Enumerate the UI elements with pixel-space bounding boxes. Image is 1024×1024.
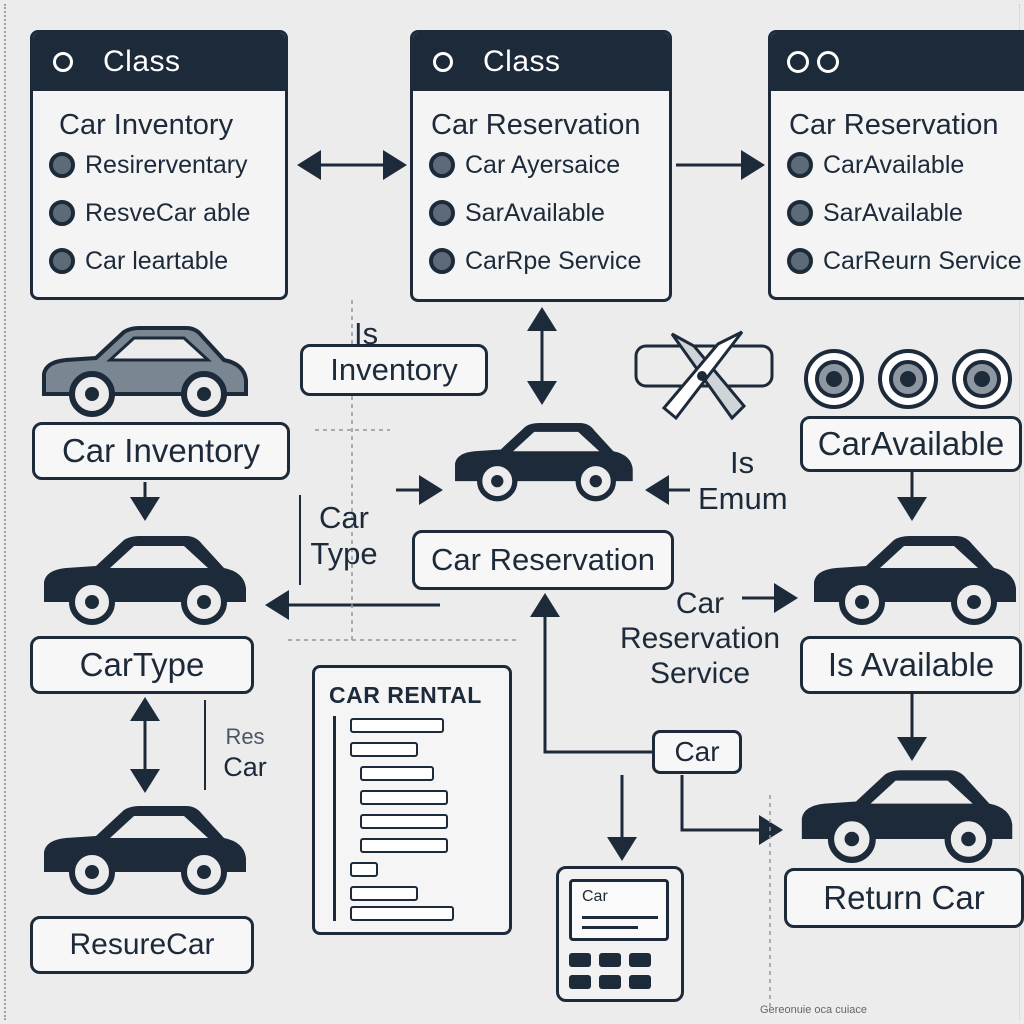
- service-line: Reservation: [619, 622, 781, 655]
- car-small-label: Car: [652, 730, 742, 774]
- car-rental-title: CAR RENTAL: [329, 682, 482, 708]
- window-dot-icon: [433, 52, 453, 72]
- device-key: [629, 975, 651, 989]
- service-line: Car: [675, 587, 725, 620]
- class-card-car-reservation-right: Car Reservation CarAvailable SarAvailabl…: [768, 30, 1024, 300]
- car-type-label: CarType: [30, 636, 254, 694]
- class-member-label: SarAvailable: [465, 198, 605, 227]
- list-item: [360, 790, 448, 805]
- car-type-line: Car: [319, 500, 369, 535]
- class-card-header-label: Class: [483, 45, 561, 78]
- list-item: [360, 814, 448, 829]
- coin-icon: [878, 349, 938, 409]
- device-key: [599, 953, 621, 967]
- car-icon: [44, 536, 246, 625]
- car-icon: [455, 423, 633, 502]
- device-key: [569, 975, 591, 989]
- class-member: CarReurn Service: [771, 237, 1024, 285]
- car-rental-list: [333, 716, 476, 921]
- window-dot-icon: [53, 52, 73, 72]
- payment-device: Car: [556, 866, 684, 1002]
- device-key: [569, 953, 591, 967]
- class-member: SarAvailable: [771, 189, 1024, 237]
- car-icon: [44, 806, 246, 895]
- bullet-icon: [49, 200, 75, 226]
- class-member-label: ResveCar able: [85, 198, 251, 227]
- class-member: CarRpe Service: [413, 237, 669, 285]
- footer-caption: Gereonuie oca cuiace: [760, 1004, 868, 1016]
- window-dots-icon: [787, 51, 839, 73]
- bullet-icon: [429, 152, 455, 178]
- is-enum-text: Is Emum: [690, 445, 802, 517]
- bullet-icon: [429, 248, 455, 274]
- class-card-title: Car Reservation: [431, 109, 641, 141]
- coin-icons: [804, 349, 1012, 409]
- list-item: [350, 886, 418, 901]
- device-screen: Car: [569, 879, 669, 941]
- device-key: [599, 975, 621, 989]
- res-car-line: Res: [225, 724, 265, 749]
- class-member: Resirerventary: [33, 141, 285, 189]
- car-rental-panel: CAR RENTAL: [312, 665, 512, 935]
- class-card-car-inventory: Class Car Inventory Resirerventary Resve…: [30, 30, 288, 300]
- list-item: [360, 766, 434, 781]
- class-member: ResveCar able: [33, 189, 285, 237]
- bullet-icon: [787, 200, 813, 226]
- class-member: Car Ayersaice: [413, 141, 669, 189]
- list-item: [350, 742, 418, 757]
- class-card-header: Class: [33, 33, 285, 91]
- car-icon: [801, 770, 1013, 863]
- car-inventory-label: Car Inventory: [32, 422, 290, 480]
- class-card-car-reservation: Class Car Reservation Car Ayersaice SarA…: [410, 30, 672, 302]
- car-reservation-service-text: Car Reservation Service: [602, 586, 798, 691]
- class-member: Car leartable: [33, 237, 285, 285]
- bullet-icon: [49, 152, 75, 178]
- car-reservation-label: Car Reservation: [412, 530, 674, 590]
- class-card-title: Car Reservation: [789, 109, 999, 141]
- device-screen-text: Car: [582, 888, 608, 905]
- service-line: Service: [649, 657, 751, 690]
- class-card-header-label: Class: [103, 45, 181, 78]
- car-type-line: Type: [310, 536, 378, 571]
- car-icon: [814, 536, 1016, 625]
- class-member-label: Car Ayersaice: [465, 150, 621, 179]
- is-enum-line: Emum: [698, 481, 788, 516]
- class-member-label: CarReurn Service: [823, 246, 1022, 275]
- list-item: [350, 718, 444, 733]
- is-available-label: Is Available: [800, 636, 1022, 694]
- car-icon: [42, 326, 248, 417]
- class-card-title: Car Inventory: [59, 109, 234, 141]
- list-item: [360, 838, 448, 853]
- bullet-icon: [787, 248, 813, 274]
- class-member: SarAvailable: [413, 189, 669, 237]
- device-key: [629, 953, 651, 967]
- class-card-header: [771, 33, 1024, 91]
- res-car-line: Car: [223, 752, 267, 782]
- class-card-header: Class: [413, 33, 669, 91]
- car-type-text: Car Type: [304, 500, 384, 572]
- coin-icon: [952, 349, 1012, 409]
- return-car-label: Return Car: [784, 868, 1024, 928]
- list-item: [350, 906, 454, 921]
- is-enum-line: Is: [730, 445, 755, 480]
- bullet-icon: [429, 200, 455, 226]
- scissors-icon: [634, 330, 774, 421]
- res-car-text: Res Car: [210, 722, 280, 782]
- class-member: CarAvailable: [771, 141, 1024, 189]
- inventory-label: Inventory: [300, 344, 488, 396]
- class-member-label: Car leartable: [85, 246, 229, 275]
- coin-icon: [804, 349, 864, 409]
- class-member-label: Resirerventary: [85, 150, 248, 179]
- class-member-label: CarRpe Service: [465, 246, 642, 275]
- bullet-icon: [787, 152, 813, 178]
- class-member-label: CarAvailable: [823, 150, 965, 179]
- car-available-label: CarAvailable: [800, 416, 1022, 472]
- bullet-icon: [49, 248, 75, 274]
- resure-car-label: ResureCar: [30, 916, 254, 974]
- class-member-label: SarAvailable: [823, 198, 963, 227]
- list-item: [350, 862, 378, 877]
